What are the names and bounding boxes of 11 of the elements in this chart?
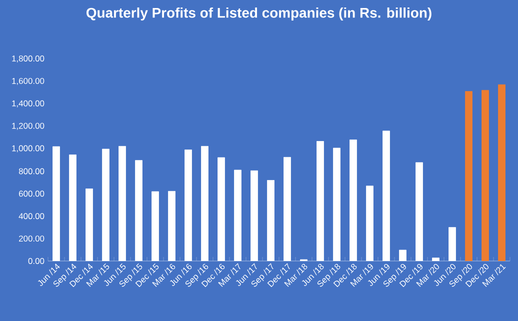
y-tick-label: 1,400.00 [12, 100, 44, 108]
y-tick-label: 400.00 [18, 213, 44, 220]
y-tick-label: 200.00 [19, 236, 44, 242]
y-tick-label: 1,000.00 [12, 145, 44, 152]
y-tick-label: 1,800.00 [12, 56, 44, 62]
y-tick-label: 600.00 [19, 190, 44, 197]
y-tick-label: 800.00 [18, 168, 44, 174]
y-tick-label: 1,200.00 [12, 122, 44, 130]
y-tick-label: 0.00 [28, 258, 44, 264]
chart-title: Quarterly Profits of Listed companies (in Rs. billion) [86, 8, 432, 21]
y-tick-label: 1,600.00 [12, 78, 44, 85]
